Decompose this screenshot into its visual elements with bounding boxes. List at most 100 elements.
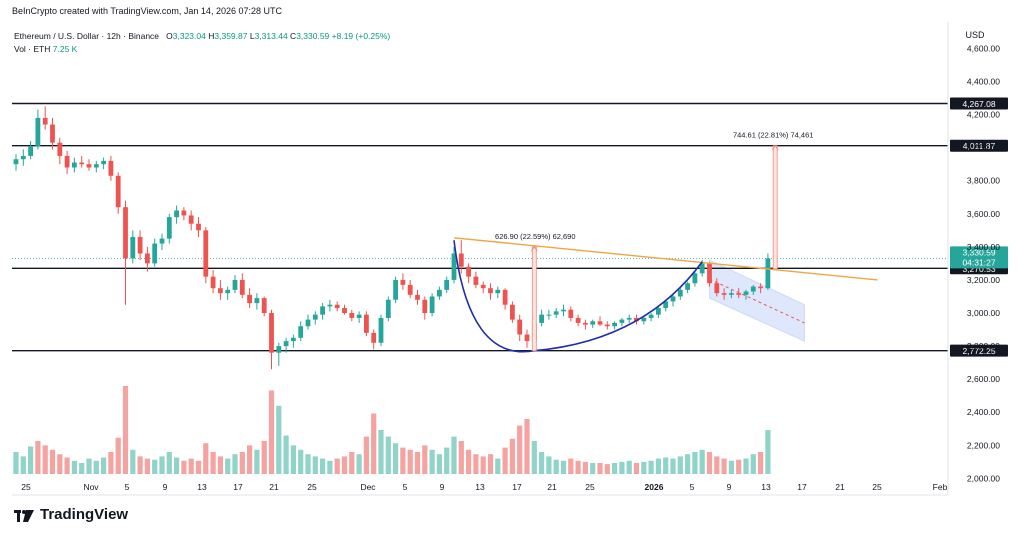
y-tick-label: 4,200.00 (967, 110, 1000, 120)
x-tick-label: 17 (233, 482, 243, 492)
volume-bar (174, 457, 180, 474)
volume-bar (655, 458, 661, 474)
x-tick-label: 17 (797, 482, 807, 492)
candle-body (225, 289, 231, 294)
volume-bar (93, 460, 99, 474)
legend-high-value: 3,359.87 (214, 31, 248, 41)
volume-bar (144, 458, 150, 474)
candle-countdown-label: 04:31:27 (962, 257, 995, 267)
x-tick-label: 5 (403, 482, 408, 492)
volume-bar (429, 449, 435, 474)
candle-body (612, 322, 617, 327)
legend-volume-label[interactable]: Vol · ETH (14, 44, 51, 54)
candle-body (729, 293, 734, 295)
legend-open-label: O (166, 31, 173, 41)
volume-bar (115, 437, 121, 474)
candle-body (583, 322, 588, 325)
candle-body (276, 346, 282, 353)
tradingview-logo: TradingView (14, 506, 128, 523)
current-price-tag (950, 246, 1008, 269)
volume-bar (290, 445, 296, 474)
candle-body (130, 236, 136, 259)
candle-body (517, 319, 523, 335)
candle-body (495, 289, 501, 294)
x-tick-label: 13 (475, 482, 485, 492)
volume-bar (531, 441, 537, 474)
candle-body (20, 155, 26, 160)
legend-change: +8.19 (+0.25%) (331, 31, 391, 41)
legend-symbol[interactable]: Ethereum / U.S. Dollar · 12h · Binance (14, 31, 160, 41)
volume-bar (334, 458, 340, 474)
volume-bar (320, 458, 326, 474)
volume-bar (378, 430, 384, 474)
candle-body (72, 162, 77, 168)
candle-body (444, 279, 450, 290)
price-level-label: 3,270.53 (962, 264, 995, 274)
volume-bar (13, 452, 19, 474)
volume-bar (298, 449, 304, 474)
legend-close-label: C (290, 31, 297, 41)
candle-body (604, 324, 610, 327)
candle-body (349, 313, 355, 318)
volume-bar (590, 463, 596, 474)
candle-body (407, 284, 413, 295)
candle-body (648, 314, 654, 318)
volume-bar (188, 458, 194, 474)
candle-body (334, 304, 340, 309)
volume-bar (341, 456, 348, 474)
volume-bar (568, 458, 574, 474)
volume-bar (633, 463, 640, 474)
volume-bar (261, 441, 267, 474)
x-tick-label: 5 (690, 482, 695, 492)
volume-bar (371, 413, 377, 474)
candle-body (736, 293, 742, 295)
price-level-label: 2,772.25 (962, 346, 995, 356)
measure-label: 744.61 (22.81%) 74,461 (733, 131, 813, 140)
volume-bar (597, 463, 603, 474)
y-axis-currency: USD (965, 30, 985, 40)
candle-body (626, 317, 632, 320)
y-tick-label: 3,200.00 (967, 275, 1000, 285)
volume-bar (254, 449, 260, 474)
candle-body (743, 291, 749, 295)
volume-bar (166, 452, 172, 474)
candle-body (196, 223, 201, 231)
volume-bar (758, 452, 764, 474)
candle-body (488, 288, 493, 294)
volume-bar (517, 425, 523, 474)
volume-bar (385, 436, 391, 474)
volume-bar (553, 459, 559, 474)
candle-body (670, 296, 676, 302)
x-tick-label: 25 (585, 482, 595, 492)
volume-bar (327, 460, 333, 474)
measure-label: 626.90 (22.59%) 62,690 (495, 232, 575, 241)
candle-body (305, 319, 311, 327)
volume-bar (268, 390, 275, 474)
y-tick-label: 3,600.00 (967, 209, 1000, 219)
volume-bar (276, 405, 282, 474)
candle-body (641, 317, 647, 322)
y-tick-label: 2,400.00 (967, 407, 1000, 417)
candle-body (166, 217, 172, 239)
volume-bar (466, 449, 472, 474)
volume-bar (108, 452, 114, 474)
volume-bar (356, 454, 362, 474)
candle-body (364, 314, 369, 333)
candle-body (108, 160, 114, 176)
volume-bar (473, 454, 479, 474)
volume-bar (736, 459, 742, 474)
legend-volume-row: Vol · ETH 7.25 K (14, 43, 390, 56)
volume-bar (524, 419, 530, 474)
price-level-tag (950, 344, 1008, 357)
candle-body (35, 117, 41, 147)
candle-body (677, 289, 683, 297)
candle-body (561, 309, 566, 312)
candle-body (239, 279, 245, 295)
volume-bar (312, 456, 318, 474)
x-tick-label: 21 (835, 482, 845, 492)
legend-low-label: L (249, 31, 255, 41)
volume-bar (203, 443, 209, 474)
volume-bar (35, 441, 41, 474)
rounded-bottom-arc (453, 240, 703, 353)
